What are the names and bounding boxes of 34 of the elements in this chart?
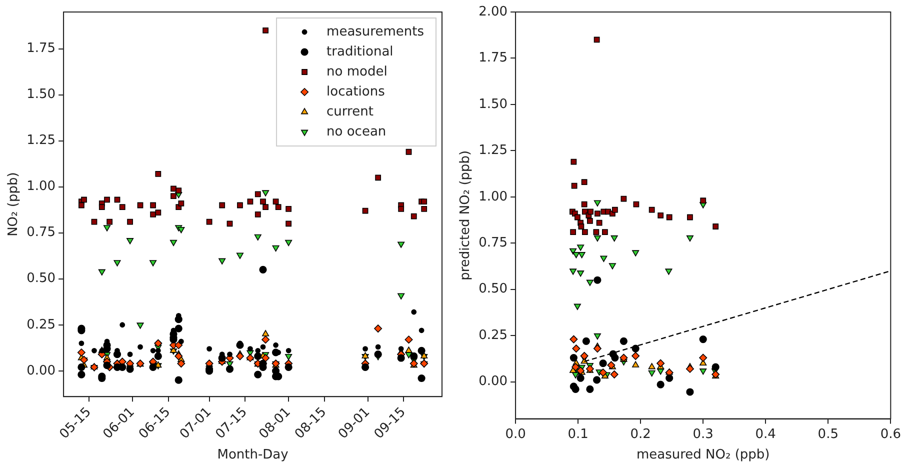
y-tick-label: 1.00	[478, 189, 508, 204]
legend-label: no model	[326, 64, 388, 80]
y-tick-label: 2.00	[478, 4, 508, 20]
y-tick-label: 1.25	[26, 133, 56, 148]
legend-label: no ocean	[326, 124, 386, 140]
y-tick-label: 1.25	[478, 143, 508, 158]
y-axis-title: NO₂ (ppb)	[6, 172, 22, 236]
y-tick-label: 0.75	[26, 225, 56, 240]
y-tick-label: 0.00	[478, 374, 508, 390]
y-tick-label: 0.50	[26, 271, 56, 286]
y-tick-label: 0.75	[478, 236, 508, 251]
x-axis-title: measured NO₂ (ppb)	[636, 448, 770, 463]
y-tick-label: 1.75	[26, 41, 56, 56]
x-tick-label: 0.3	[692, 426, 714, 442]
x-tick-label: 0.0	[505, 426, 526, 442]
y-tick-label: 0.25	[26, 317, 56, 332]
x-tick-label: 0.6	[880, 426, 902, 442]
y-tick-label: 1.75	[478, 50, 508, 66]
legend-label: locations	[326, 84, 386, 100]
y-tick-label: 0.25	[478, 328, 508, 343]
y-tick-label: 1.50	[26, 87, 56, 102]
y-tick-label: 0.50	[478, 282, 508, 297]
y-axis-title: predicted NO₂ (ppb)	[458, 150, 474, 280]
legend-label: measurements	[326, 24, 424, 40]
y-tick-label: 0.00	[26, 363, 56, 378]
x-tick-label: 0.2	[630, 426, 651, 442]
legend-label: current	[326, 104, 374, 120]
x-axis-title: Month-Day	[217, 448, 289, 463]
x-tick-label: 0.4	[755, 426, 776, 442]
legend-label: traditional	[326, 44, 394, 60]
y-tick-label: 1.50	[478, 96, 508, 112]
y-tick-label: 1.00	[26, 179, 56, 194]
x-tick-label: 0.1	[568, 426, 588, 442]
x-tick-label: 0.5	[818, 426, 838, 442]
